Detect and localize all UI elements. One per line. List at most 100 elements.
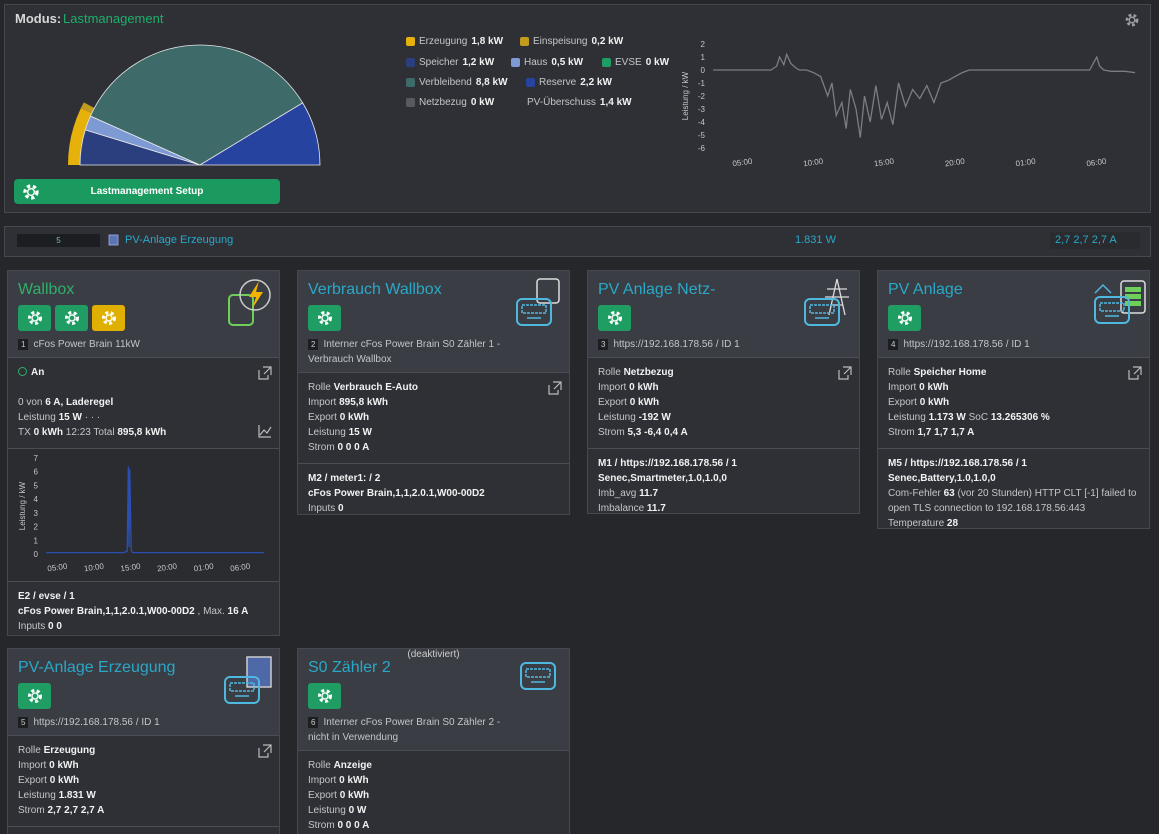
card-button[interactable] — [18, 305, 51, 331]
y-tick-label: -2 — [698, 92, 706, 101]
info-value: 0 kWh — [339, 790, 370, 801]
open-link-icon[interactable] — [258, 744, 272, 758]
device-bar-track — [1050, 232, 1140, 249]
info-value: M5 / https://192.168.178.56 / 1 — [888, 458, 1027, 469]
card-button[interactable] — [308, 683, 341, 709]
gear-icon — [27, 310, 42, 326]
settings-icon — [1125, 13, 1139, 27]
info-value: 0 kWh — [919, 382, 949, 393]
info-label: 0 von — [18, 397, 43, 408]
info-line: Leistung 1.173 W SoC 13.265306 % — [888, 410, 1139, 425]
card-subtitle: 4 https://192.168.178.56 / ID 1 — [888, 337, 1139, 352]
info-label: Import — [18, 760, 47, 771]
open-link-icon[interactable] — [1128, 366, 1142, 380]
card-header: (deaktiviert) S0 Zähler 2 6 Interner cFos P… — [298, 649, 569, 750]
info-label: Rolle — [18, 745, 41, 756]
info-value: 13.265306 % — [990, 412, 1050, 423]
status-dot — [18, 367, 27, 376]
trend-icon[interactable] — [258, 425, 272, 438]
legend-value: 0,2 kW — [591, 36, 624, 47]
meter-icon — [525, 668, 551, 678]
info-line: Leistung -192 W — [598, 410, 849, 425]
card-button[interactable] — [598, 305, 631, 331]
info-line: Leistung 15 W — [308, 425, 559, 440]
info-label: Rolle — [308, 382, 331, 393]
info-label: Export — [308, 790, 337, 801]
open-link-icon[interactable] — [548, 381, 562, 395]
setup-button-label: Lastmanagement Setup — [90, 186, 204, 197]
house-icon — [1094, 283, 1112, 294]
info-value: 15 W — [58, 412, 82, 423]
info-line: Strom 0 0 0 A — [308, 440, 559, 455]
status-text: An — [31, 367, 45, 378]
info-label: Leistung — [308, 805, 346, 816]
legend-name: Speicher — [419, 57, 459, 68]
meter-icon — [804, 298, 840, 326]
y-tick-label: 1 — [701, 53, 706, 62]
info-label: Leistung — [18, 790, 56, 801]
gauge-segment — [89, 44, 304, 166]
info-line: Import 895,8 kWh — [308, 395, 559, 410]
open-link-icon[interactable] — [258, 366, 272, 380]
card-icon — [516, 278, 560, 326]
card-button[interactable] — [18, 683, 51, 709]
card-subtitle-text: https://192.168.178.56 / ID 1 — [903, 339, 1030, 350]
bolt-icon — [249, 281, 263, 309]
card-subtitle-text: https://192.168.178.56 / ID 1 — [613, 339, 740, 350]
setup-button[interactable]: Lastmanagement Setup — [14, 179, 280, 204]
meter-icon — [521, 304, 547, 314]
legend-item: Verbleibend 8,8 kW — [406, 77, 508, 88]
info-value: 0 0 0 A — [337, 820, 370, 831]
card-section: Rolle Erzeugung Import 0 kWh Export 0 kWh L… — [8, 735, 279, 826]
device-bar-name: PV-Anlage Erzeugung — [125, 234, 234, 246]
card-buttons — [888, 305, 1139, 331]
info-label: Leistung — [888, 412, 926, 423]
meter-icon — [516, 298, 552, 326]
y-tick-label: 7 — [34, 454, 39, 463]
info-label: Leistung — [308, 427, 346, 438]
meter-icon — [229, 682, 255, 692]
info-value: M1 / https://192.168.178.56 / 1 — [598, 458, 737, 469]
info-value: 16 A — [227, 606, 249, 617]
info-value: Erzeugung — [43, 745, 96, 756]
info-label: Strom — [598, 427, 625, 438]
card-header: PV Anlage Netz- 3 https://192.168.178.56 /… — [588, 271, 859, 357]
info-line: Rolle Erzeugung — [18, 743, 269, 758]
line-series — [46, 466, 264, 554]
gear-icon — [607, 310, 622, 326]
meter-icon — [520, 662, 556, 690]
info-label: Strom — [308, 820, 335, 831]
info-value: E2 / evse / 1 — [18, 591, 75, 602]
card-buttons — [598, 305, 849, 331]
device-bar-current: 2,7 2,7 2,7 A — [1055, 234, 1117, 246]
card-button[interactable] — [55, 305, 88, 331]
gear-icon — [607, 310, 622, 326]
x-tick-label: 15:00 — [873, 157, 895, 169]
x-tick-label: 10:00 — [83, 562, 105, 574]
card-title: Wallbox — [18, 281, 75, 298]
open-link-icon[interactable] — [838, 366, 852, 380]
card-subtitle: 3 https://192.168.178.56 / ID 1 — [598, 337, 849, 352]
info-line: Leistung 1.831 W — [18, 788, 269, 803]
info-value: 895,8 kWh — [339, 397, 389, 408]
gear-icon — [101, 310, 116, 326]
x-tick-label: 06:00 — [230, 562, 252, 574]
info-value: Speicher Home — [913, 367, 987, 378]
x-tick-label: 20:00 — [157, 562, 179, 574]
card-button[interactable] — [92, 305, 125, 331]
card-button[interactable] — [308, 305, 341, 331]
info-value: 11.7 — [639, 488, 659, 499]
info-label: Import — [598, 382, 627, 393]
info-label: Export — [308, 412, 337, 423]
info-value: 0 kWh — [629, 382, 659, 393]
mode-value: Lastmanagement — [63, 11, 164, 26]
info-line: E2 / evse / 1 — [18, 589, 269, 604]
card: PV-Anlage Erzeugung 5 https://192.168.178.… — [7, 648, 280, 834]
gear-icon — [23, 184, 39, 200]
info-label: Rolle — [308, 760, 331, 771]
info-line: Rolle Anzeige — [308, 758, 559, 773]
card-button[interactable] — [888, 305, 921, 331]
card: Wallbox 1 cFos Power Brain 11kW An 0 von 6 A… — [7, 270, 280, 636]
info-value: 11.7 — [646, 503, 666, 514]
info-label: Import — [308, 775, 337, 786]
